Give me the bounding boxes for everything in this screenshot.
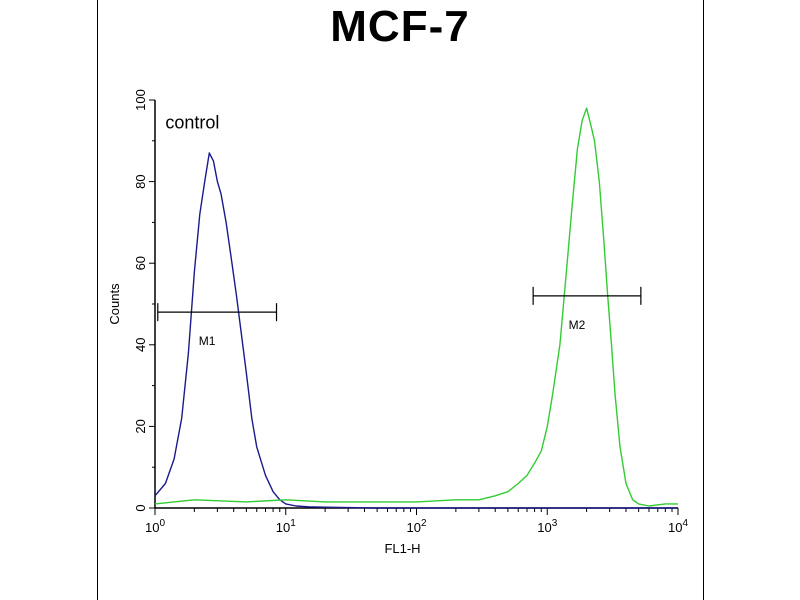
x-tick-label: 103 [537,518,557,535]
marker-label: M1 [199,334,216,348]
x-tick-label: 100 [145,518,165,535]
x-axis-label: FL1-H [384,541,420,556]
series-layer [154,107,678,509]
y-axis-label: Counts [107,283,122,325]
y-tick-label: 40 [133,338,148,352]
y-tick-label: 0 [133,504,148,511]
y-tick-label: 80 [133,174,148,188]
chart-title: MCF-7 [330,2,470,51]
control-label: control [165,113,219,133]
y-tick-label: 60 [133,256,148,270]
annotation-layer: control M1 M2 [157,113,642,348]
y-tick-label: 20 [133,419,148,433]
y-tick-label: 100 [133,89,148,111]
series-line-2 [154,107,678,507]
x-tick-label: 101 [276,518,296,535]
marker-label: M2 [569,318,586,332]
series-line-1 [154,152,678,509]
axes: 0 20 40 60 80 100 100 101 102 103 104 FL1-H Counts [107,89,688,556]
x-tick-label: 102 [406,518,426,535]
x-tick-label: 104 [668,518,688,535]
